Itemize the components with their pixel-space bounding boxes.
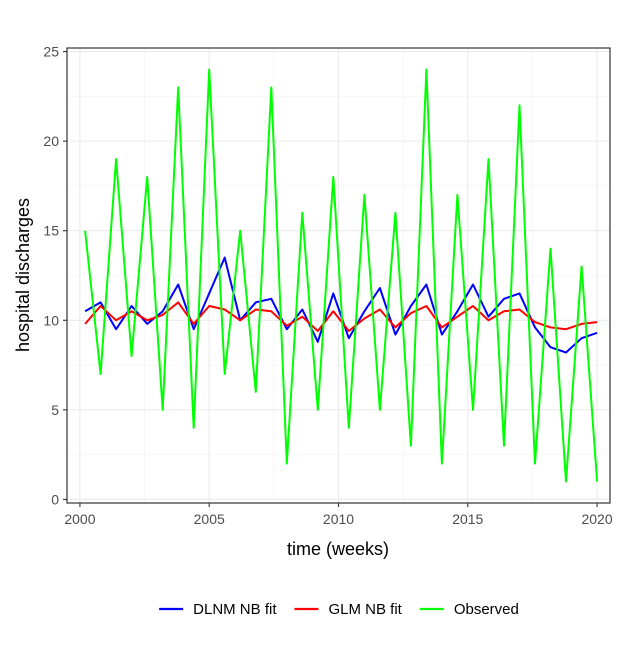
- y-tick-label: 5: [51, 402, 59, 418]
- x-tick-label: 2000: [64, 511, 95, 527]
- grid: [67, 48, 610, 503]
- x-tick-label: 2015: [452, 511, 483, 527]
- y-tick-label: 15: [43, 223, 59, 239]
- axis-ticks: 2000 2005 2010 2015 2020 0 5 10 15 20 25: [43, 44, 612, 527]
- series-line-observed: [84, 68, 599, 483]
- x-axis-title: time (weeks): [287, 539, 389, 559]
- legend: DLNM NB fit GLM NB fit Observed: [159, 601, 519, 618]
- y-tick-label: 10: [43, 312, 59, 328]
- series-line-glm-nb-fit: [84, 301, 598, 332]
- legend-label-dlnm-nb-fit: DLNM NB fit: [193, 601, 277, 618]
- legend-label-observed: Observed: [454, 601, 519, 618]
- x-tick-label: 2010: [323, 511, 354, 527]
- y-tick-label: 0: [51, 491, 59, 507]
- plot-series: [84, 68, 599, 483]
- y-tick-label: 25: [43, 44, 59, 60]
- y-tick-label: 20: [43, 133, 59, 149]
- legend-label-glm-nb-fit: GLM NB fit: [328, 601, 402, 618]
- x-tick-label: 2005: [194, 511, 225, 527]
- x-tick-label: 2020: [581, 511, 612, 527]
- y-axis-title: hospital discharges: [13, 198, 33, 352]
